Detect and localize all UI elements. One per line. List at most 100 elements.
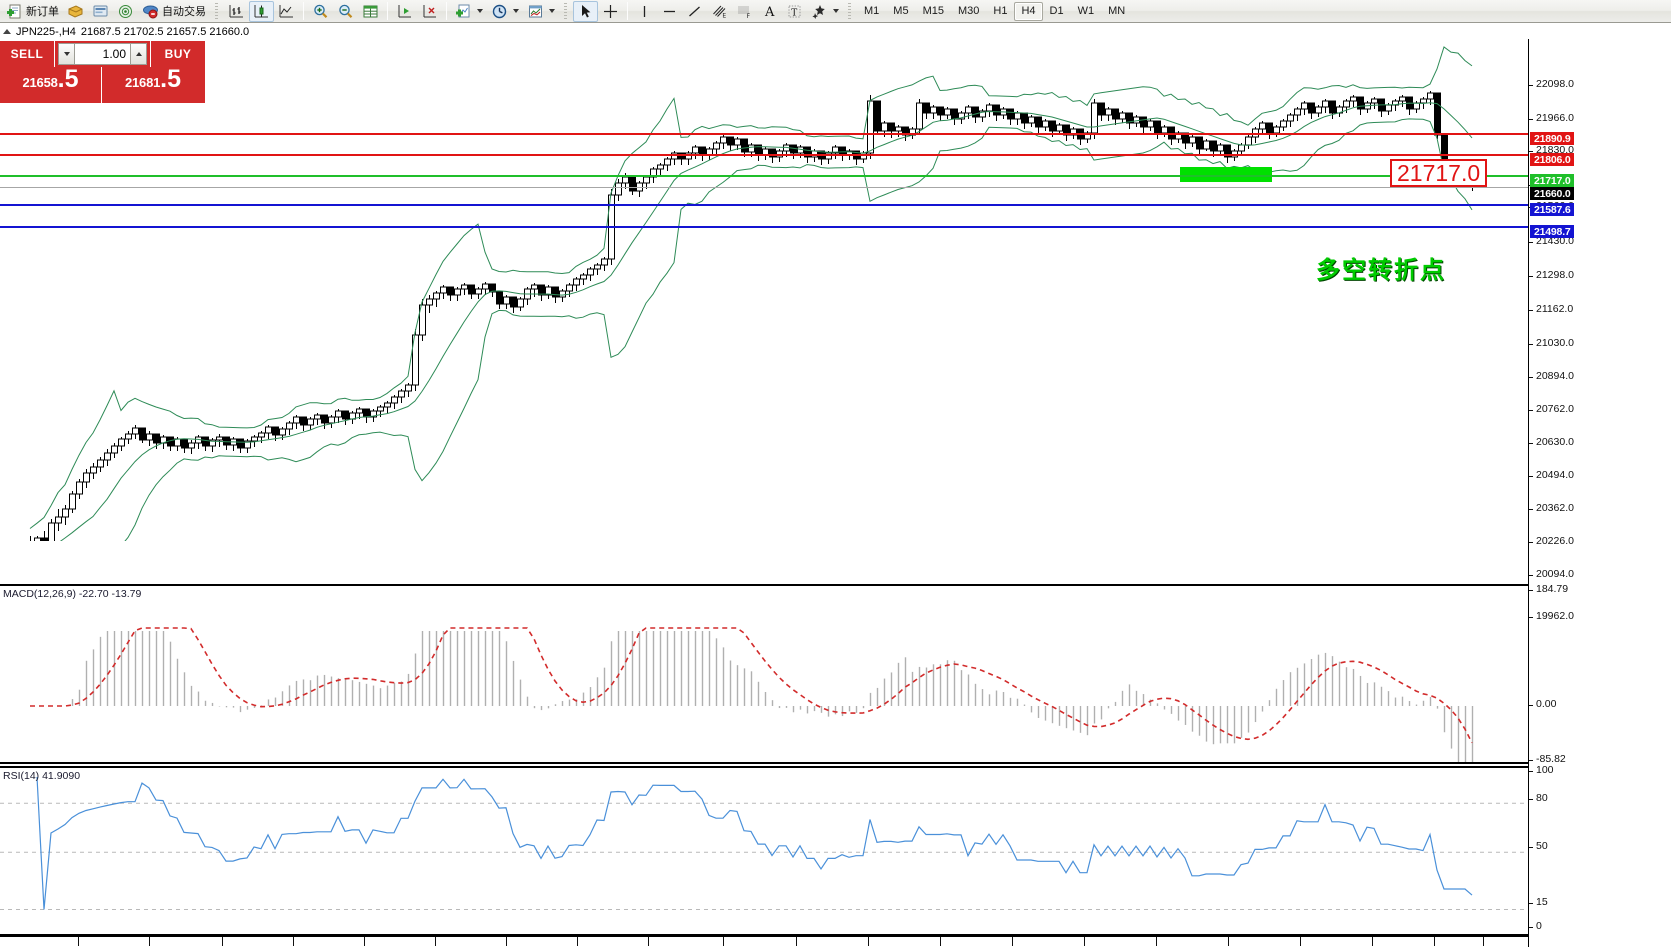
templates-caret-icon[interactable] [549,9,555,13]
macd-series [30,627,1474,762]
timeframe-d1[interactable]: D1 [1049,5,1064,17]
price-badge-red[interactable]: 21806.0 [1530,153,1574,166]
timeframe-w1[interactable]: W1 [1077,5,1095,17]
shapes-caret-icon[interactable] [833,9,839,13]
toolbar-separator-4 [627,2,628,20]
zoom-out-button[interactable] [333,1,358,22]
resistance-line-21806[interactable] [0,154,1528,156]
buy-price[interactable]: 21681.5 [124,65,181,93]
navigator-button[interactable] [113,1,138,22]
candlestick-chart-button[interactable] [249,0,274,22]
support-line-21587[interactable] [0,204,1528,206]
equidistant-channel-icon: E [713,5,726,19]
time-separator [506,937,507,946]
period-caret-icon[interactable] [513,9,519,13]
profile-button[interactable] [63,1,88,22]
text-label-icon: T [788,5,801,18]
templates-button[interactable] [523,1,559,22]
macd-pane[interactable]: MACD(12,26,9) -22.70 -13.79 [0,584,1528,764]
resistance-line-21890[interactable] [0,133,1528,135]
chart-annotation-text[interactable]: 多空转折点 [1316,256,1446,284]
trendline-button[interactable] [682,1,707,22]
time-separator [1156,937,1157,946]
cursor-button[interactable] [573,0,598,22]
volume-decrease-button[interactable] [58,43,75,65]
timeframe-m15[interactable]: M15 [922,5,944,17]
vertical-line-icon [643,5,646,17]
new-order-icon [7,4,21,18]
collapse-triangle-icon[interactable] [3,29,11,34]
shapes-button[interactable] [807,1,843,22]
timeframe-h1[interactable]: H1 [993,5,1008,17]
bar-chart-button[interactable] [224,1,249,22]
current-price-line[interactable] [0,187,1528,188]
market-watch-button[interactable] [88,1,113,22]
data-window-button[interactable] [358,1,383,22]
time-axis[interactable]: 2 Aug 201926 Aug 00:0027 Aug 10:5528 Aug… [0,936,1528,947]
auto-scroll-button[interactable] [417,1,442,22]
volume-increase-button[interactable] [130,43,147,65]
volume-input[interactable]: 1.00 [75,43,130,65]
buy-button[interactable]: BUY [150,41,205,67]
price-scale[interactable]: 22098.021966.021830.021698.021566.021430… [1528,39,1671,947]
profile-icon [68,4,83,18]
sell-button[interactable]: SELL [0,41,55,67]
crosshair-icon [604,4,617,18]
price-callout[interactable]: 21717.0 [1390,159,1488,188]
time-separator [1300,937,1301,946]
new-order-button[interactable]: 新订单 [2,1,63,22]
horizontal-line-button[interactable] [657,1,682,22]
timeframe-h4[interactable]: H4 [1014,1,1043,21]
templates-icon [529,5,542,17]
navigator-icon [119,4,132,18]
macd-label: MACD(12,26,9) -22.70 -13.79 [3,588,142,600]
price-badge-green[interactable]: 21717.0 [1530,174,1574,187]
svg-text:A: A [764,5,775,20]
pivot-line-21717[interactable] [0,175,1528,177]
text-icon: A [764,5,775,20]
text-button[interactable]: A [757,1,782,22]
line-chart-button[interactable] [274,1,299,22]
price-badge-blue[interactable]: 21587.6 [1530,203,1574,216]
timeframe-m30[interactable]: M30 [957,5,980,17]
add-indicator-button[interactable] [451,1,487,22]
toolbar-grip-timeframes[interactable] [846,2,854,20]
svg-text:T: T [791,8,797,18]
symbol-bar: JPN225-,H4 21687.5 21702.5 21657.5 21660… [0,24,1671,39]
market-watch-icon [93,5,108,16]
price-pane[interactable]: 21717.0 多空转折点 [0,39,1528,541]
period-icon [492,4,507,18]
toolbar-grip-charts[interactable] [213,2,221,20]
period-button[interactable] [487,1,523,22]
vertical-line-button[interactable] [632,1,657,22]
price-badge-blue[interactable]: 21498.7 [1530,225,1574,238]
zoom-out-icon [339,4,353,18]
chart-shift-button[interactable] [392,1,417,22]
autotrading-button[interactable]: 自动交易 [138,1,210,22]
fibonacci-button[interactable]: F [732,1,757,22]
rsi-pane[interactable]: RSI(14) 41.9090 [0,766,1528,936]
add-indicator-caret-icon[interactable] [477,9,483,13]
candlestick-chart-icon [254,4,268,17]
svg-text:E: E [722,12,726,19]
trendline-icon [689,6,700,16]
timeframe-m5[interactable]: M5 [893,5,909,17]
text-label-button[interactable]: T [782,1,807,22]
toolbar-grip-tools[interactable] [562,2,570,20]
auto-scroll-icon [423,4,436,17]
equidistant-channel-button[interactable]: E [707,1,732,22]
price-badge-red[interactable]: 21890.9 [1530,132,1574,145]
one-click-trade-panel[interactable]: SELL 1.00 BUY 21658.5 21681.5 [0,41,205,103]
zoom-in-button[interactable] [308,1,333,22]
sell-price[interactable]: 21658.5 [0,67,102,103]
time-separator [222,937,223,946]
rsi-series [0,776,1528,910]
crosshair-button[interactable] [598,1,623,22]
price-badge-black[interactable]: 21660.0 [1530,187,1574,200]
volume-stepper[interactable]: 1.00 [55,41,150,67]
support-line-21498[interactable] [0,226,1528,228]
timeframe-m1[interactable]: M1 [864,5,880,17]
timeframe-mn[interactable]: MN [1108,5,1126,17]
time-separator [293,937,294,946]
time-separator [364,937,365,946]
